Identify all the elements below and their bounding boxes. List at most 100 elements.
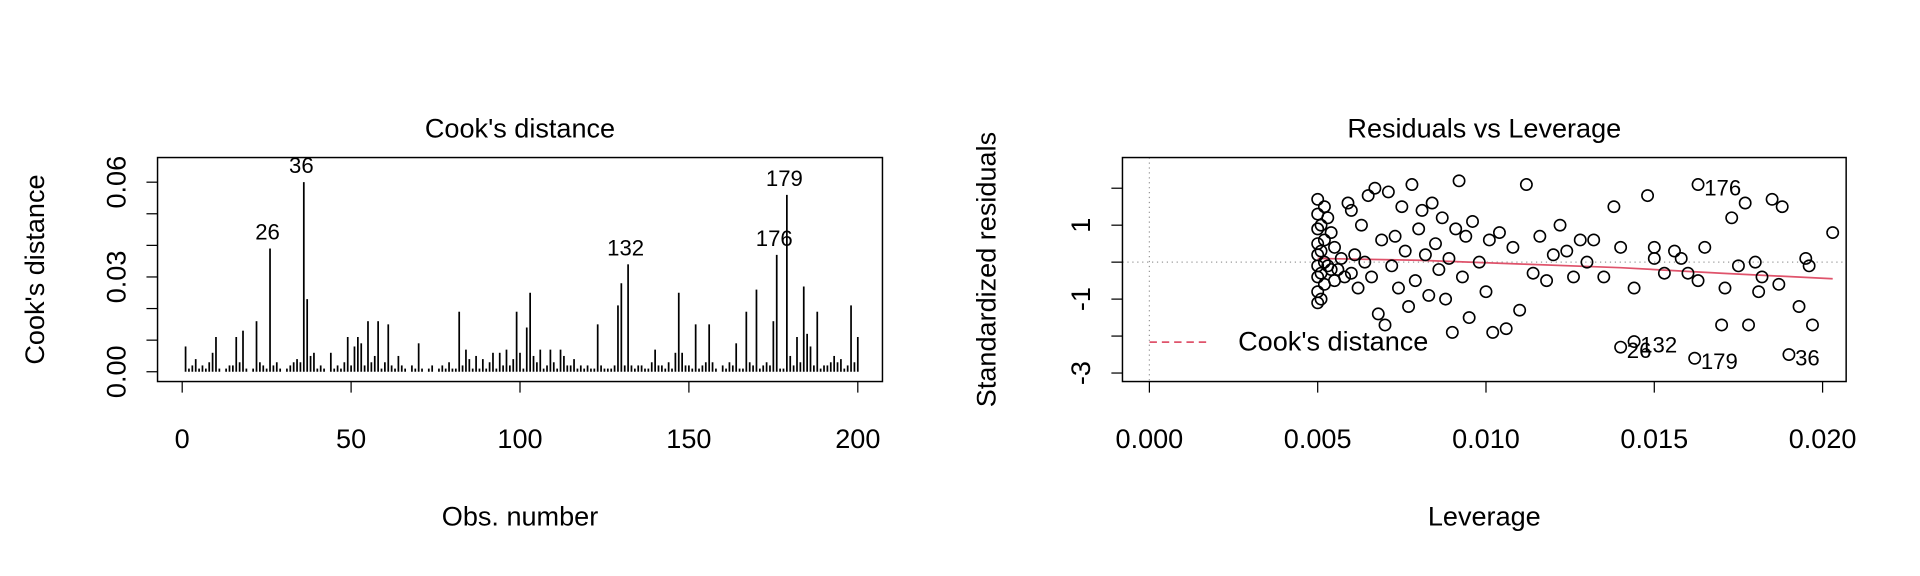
y-tick-label: -1 (1065, 287, 1096, 311)
x-axis-title: Obs. number (442, 500, 598, 531)
x-axis-title: Leverage (1428, 500, 1541, 531)
point (1553, 218, 1567, 232)
point (1459, 229, 1473, 243)
point (1792, 300, 1806, 313)
x-tick-label: 50 (336, 423, 366, 454)
plot-frame (1121, 156, 1847, 383)
point (1546, 248, 1560, 262)
point (1580, 255, 1594, 269)
point (1772, 277, 1786, 291)
point (1587, 233, 1601, 247)
point (1371, 307, 1385, 321)
point (1311, 285, 1325, 299)
point (1742, 318, 1756, 332)
point-label: 132 (1640, 332, 1677, 357)
point (1472, 255, 1486, 269)
point (1806, 318, 1819, 332)
point (1826, 226, 1840, 240)
point (1311, 222, 1325, 236)
smooth-line (1317, 257, 1833, 280)
point (1368, 181, 1382, 195)
point (1358, 255, 1372, 269)
point (1378, 318, 1392, 332)
x-tick-label: 0.015 (1620, 423, 1688, 454)
point (1731, 259, 1745, 273)
y-axis-title: Cook's distance (19, 174, 50, 364)
point-label: 179 (1701, 349, 1738, 374)
point (1408, 274, 1422, 288)
point (1334, 251, 1348, 265)
point (1567, 270, 1580, 284)
x-tick-label: 0.000 (1116, 423, 1184, 454)
point (1486, 325, 1500, 339)
point-label: 132 (607, 235, 644, 260)
x-tick-label: 0 (175, 423, 190, 454)
point (1311, 270, 1325, 284)
point (1388, 229, 1402, 243)
point (1657, 266, 1671, 280)
point (1435, 211, 1449, 225)
point (1351, 281, 1365, 295)
x-tick-label: 150 (666, 423, 711, 454)
point (1755, 270, 1769, 284)
point (1341, 196, 1355, 210)
point (1802, 259, 1816, 273)
point (1466, 215, 1479, 228)
point (1738, 196, 1752, 210)
point (1365, 270, 1379, 284)
point (1317, 200, 1331, 214)
point (1381, 185, 1395, 199)
point (1324, 226, 1338, 240)
point (1344, 266, 1358, 280)
point (1415, 203, 1429, 217)
point (1506, 240, 1520, 254)
point (1402, 300, 1416, 313)
x-tick-label: 100 (497, 423, 542, 454)
point (1479, 285, 1493, 299)
point (1321, 211, 1335, 225)
point (1317, 233, 1331, 247)
chart-title: Residuals vs Leverage (1347, 113, 1621, 144)
point (1607, 200, 1621, 214)
point (1482, 233, 1496, 247)
point (1314, 218, 1328, 232)
point (1526, 266, 1540, 280)
point (1492, 226, 1506, 240)
point (1412, 222, 1426, 236)
point (1429, 237, 1442, 251)
point (1715, 318, 1729, 332)
point (1691, 274, 1705, 288)
point (1462, 311, 1476, 325)
point (1688, 351, 1702, 365)
point (1331, 263, 1345, 276)
point (1647, 240, 1661, 254)
point-label: 36 (1795, 345, 1820, 370)
point (1573, 233, 1587, 247)
point (1361, 189, 1375, 203)
point (1718, 281, 1732, 295)
point (1405, 178, 1419, 191)
point (1422, 288, 1436, 302)
y-tick-label: 0.00 (100, 345, 131, 398)
point (1782, 348, 1796, 362)
point (1452, 174, 1466, 188)
point (1499, 322, 1513, 336)
point (1348, 248, 1362, 262)
point (1439, 292, 1453, 306)
point (1354, 218, 1368, 232)
y-tick-label: -3 (1065, 361, 1096, 385)
plot-frame (156, 156, 884, 383)
point (1627, 281, 1641, 295)
point (1765, 192, 1779, 206)
point (1698, 240, 1712, 254)
point (1311, 237, 1325, 251)
point (1395, 200, 1409, 214)
point (1418, 248, 1432, 262)
point (1748, 255, 1762, 269)
point (1519, 178, 1533, 191)
point (1560, 244, 1574, 258)
point (1311, 296, 1325, 310)
point (1344, 203, 1358, 217)
point (1432, 263, 1446, 276)
